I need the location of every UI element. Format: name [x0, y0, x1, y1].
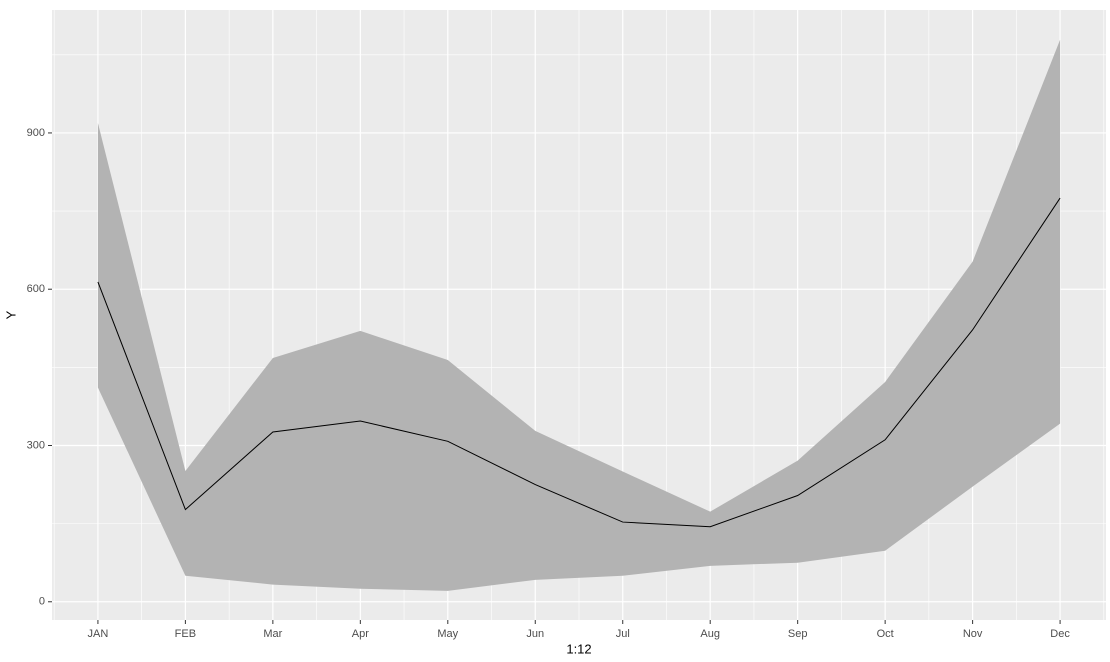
x-tick-label: Jul — [616, 628, 630, 640]
x-tick-label: Oct — [877, 628, 894, 640]
x-tick-label: Dec — [1050, 628, 1070, 640]
x-tick-label: Mar — [263, 628, 282, 640]
y-tick-label: 0 — [39, 596, 45, 608]
x-tick-label: Aug — [700, 628, 720, 640]
x-tick-label: JAN — [88, 628, 109, 640]
ribbon — [97, 39, 1061, 591]
marks — [97, 39, 1061, 591]
x-tick-label: Nov — [963, 628, 983, 640]
x-tick-label: Apr — [352, 628, 369, 640]
x-axis-title: 1:12 — [566, 641, 591, 656]
x-tick-label: Sep — [788, 628, 808, 640]
y-tick-label: 600 — [27, 283, 45, 295]
x-tick-label: FEB — [175, 628, 196, 640]
axes: 0 300 600 900 JAN FEB Mar Apr May Jun Jul Aug Sep Oct… — [27, 127, 1071, 640]
x-tick-label: May — [437, 628, 458, 640]
y-tick-label: 900 — [27, 127, 45, 139]
x-tick-label: Jun — [526, 628, 544, 640]
y-axis-title: Y — [3, 310, 18, 319]
y-tick-label: 300 — [27, 439, 45, 451]
line — [97, 197, 1061, 528]
